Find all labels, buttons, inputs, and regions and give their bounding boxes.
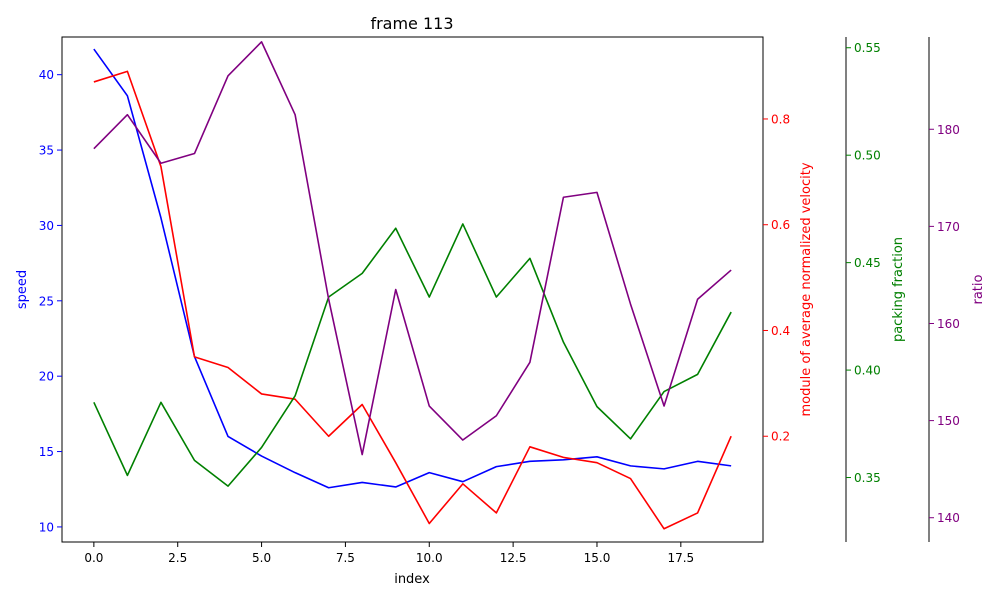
x-axis: 0.0 2.5 5.0 7.5 10.0 12.5 15.0 17.5 — [84, 542, 694, 565]
x-tick-label: 17.5 — [667, 551, 694, 565]
y-tick-label-packing-fraction: 0.55 — [854, 41, 881, 55]
y-tick-label-ratio: 150 — [937, 414, 960, 428]
y-tick-label-speed: 15 — [39, 445, 54, 459]
y-tick-label-module-of-average-normalized-velocity: 0.6 — [771, 218, 790, 232]
y-tick-label-packing-fraction: 0.35 — [854, 471, 881, 485]
y-tick-label-speed: 30 — [39, 219, 54, 233]
x-tick-label: 5.0 — [252, 551, 271, 565]
series-line-ratio — [93, 41, 732, 456]
y-tick-label-module-of-average-normalized-velocity: 0.8 — [771, 112, 790, 126]
y-tick-label-module-of-average-normalized-velocity: 0.4 — [771, 324, 790, 338]
y-axis-label-packing-fraction: packing fraction — [891, 237, 906, 342]
y-axis-label-speed: speed — [15, 270, 30, 309]
y-tick-label-packing-fraction: 0.50 — [854, 149, 881, 163]
x-tick-label: 0.0 — [84, 551, 103, 565]
x-tick-label: 15.0 — [584, 551, 611, 565]
y-tick-label-speed: 25 — [39, 294, 54, 308]
series-line-speed — [93, 48, 732, 489]
y-tick-label-speed: 35 — [39, 144, 54, 158]
x-tick-label: 10.0 — [416, 551, 443, 565]
x-axis-label: index — [394, 572, 430, 587]
x-tick-label: 2.5 — [168, 551, 187, 565]
y-tick-label-speed: 20 — [39, 370, 54, 384]
y-axis-label-ratio: ratio — [971, 274, 986, 304]
series-line-module-of-average-normalized-velocity — [93, 70, 732, 530]
y-axes: 10 15 20 25 30 35 40 speed 0.2 0.4 0.6 0.8 module of… — [15, 37, 986, 542]
y-tick-label-packing-fraction: 0.45 — [854, 256, 881, 270]
y-tick-label-ratio: 180 — [937, 123, 960, 137]
y-tick-label-ratio: 160 — [937, 317, 960, 331]
plot-lines — [93, 41, 732, 530]
y-tick-label-module-of-average-normalized-velocity: 0.2 — [771, 430, 790, 444]
series-line-packing-fraction — [93, 223, 732, 487]
chart-title: frame 113 — [370, 14, 453, 33]
y-tick-label-speed: 10 — [39, 520, 54, 534]
y-tick-label-ratio: 140 — [937, 511, 960, 525]
x-tick-label: 12.5 — [500, 551, 527, 565]
x-tick-label: 7.5 — [336, 551, 355, 565]
y-tick-label-speed: 40 — [39, 68, 54, 82]
y-tick-label-packing-fraction: 0.40 — [854, 364, 881, 378]
plot-frame — [61, 36, 764, 543]
y-axis-label-module-of-average-normalized-velocity: module of average normalized velocity — [799, 162, 814, 416]
y-tick-label-ratio: 170 — [937, 220, 960, 234]
